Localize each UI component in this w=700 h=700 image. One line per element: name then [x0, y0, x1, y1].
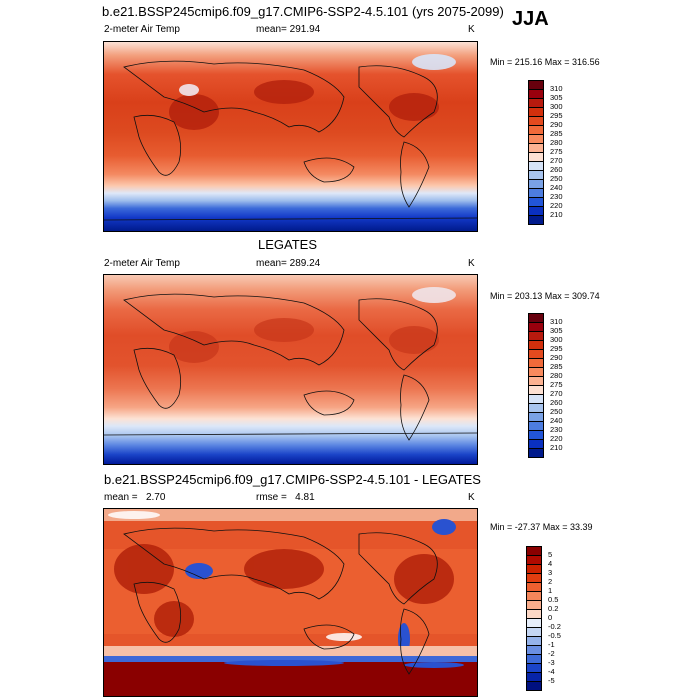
colorbar-tick-label: 250 [550, 407, 563, 416]
colorbar-tick-label: -2 [548, 649, 555, 658]
panel3-rmse: rmse = 4.81 [256, 492, 315, 503]
colorbar-tick-label: 220 [550, 201, 563, 210]
colorbar-tick-label: 295 [550, 344, 563, 353]
panel1-mean: mean= 291.94 [256, 24, 321, 35]
panel2-mean: mean= 289.24 [256, 258, 321, 269]
colorbar-tick-label: 3 [548, 568, 553, 577]
colorbar-swatch [526, 681, 542, 691]
colorbar-tick-label: 275 [550, 380, 563, 389]
colorbar-tick-label: 300 [550, 335, 563, 344]
colorbar-tick-label: 0.5 [548, 595, 559, 604]
colorbar-tick-label: 5 [548, 550, 553, 559]
colorbar-tick-label: 285 [550, 129, 563, 138]
colorbar-tick-label: 270 [550, 389, 563, 398]
panel2-title: LEGATES [258, 237, 318, 252]
colorbar-tick-label: 270 [550, 156, 563, 165]
season-label: JJA [512, 8, 549, 30]
panel3-mean: mean = 2.70 [104, 492, 166, 503]
panel1-map [103, 41, 478, 232]
colorbar-tick-label: 240 [550, 416, 563, 425]
panel2-minmax: Min = 203.13 Max = 309.74 [490, 291, 600, 301]
panel1-variable: 2-meter Air Temp [104, 24, 180, 35]
figure-title: b.e21.BSSP245cmip6.f09_g17.CMIP6-SSP2-4.… [102, 4, 504, 19]
colorbar-tick-label: 4 [548, 559, 553, 568]
colorbar-tick-label: 240 [550, 183, 563, 192]
colorbar-tick-label: 310 [550, 84, 563, 93]
colorbar-tick-label: 280 [550, 138, 563, 147]
panel1-units: K [468, 24, 475, 35]
colorbar-tick-label: -3 [548, 658, 555, 667]
colorbar-tick-label: 0 [548, 613, 553, 622]
panel1-minmax: Min = 215.16 Max = 316.56 [490, 57, 600, 67]
colorbar-tick-label: 295 [550, 111, 563, 120]
colorbar-tick-label: 275 [550, 147, 563, 156]
colorbar-tick-label: 300 [550, 102, 563, 111]
panel3-minmax: Min = -27.37 Max = 33.39 [490, 522, 593, 532]
colorbar-tick-label: 210 [550, 443, 563, 452]
panel3-units: K [468, 492, 475, 503]
panel2-variable: 2-meter Air Temp [104, 258, 180, 269]
colorbar-tick-label: 1 [548, 586, 553, 595]
colorbar-tick-label: 285 [550, 362, 563, 371]
colorbar-tick-label: 305 [550, 326, 563, 335]
colorbar-tick-label: 280 [550, 371, 563, 380]
panel2-map [103, 274, 478, 465]
colorbar-tick-label: 260 [550, 165, 563, 174]
colorbar-tick-label: 290 [550, 120, 563, 129]
panel2-units: K [468, 258, 475, 269]
colorbar-tick-label: -0.2 [548, 622, 561, 631]
colorbar-tick-label: 250 [550, 174, 563, 183]
colorbar-swatch [528, 448, 544, 458]
colorbar-tick-label: 0.2 [548, 604, 559, 613]
colorbar-tick-label: -1 [548, 640, 555, 649]
colorbar-tick-label: 310 [550, 317, 563, 326]
colorbar-tick-label: 305 [550, 93, 563, 102]
colorbar-tick-label: -0.5 [548, 631, 561, 640]
colorbar-tick-label: 260 [550, 398, 563, 407]
colorbar-tick-label: 230 [550, 192, 563, 201]
colorbar-tick-label: 2 [548, 577, 553, 586]
panel3-map [103, 508, 478, 697]
colorbar-tick-label: -5 [548, 676, 555, 685]
colorbar-tick-label: -4 [548, 667, 555, 676]
colorbar-tick-label: 210 [550, 210, 563, 219]
colorbar-swatch [528, 215, 544, 225]
colorbar-tick-label: 220 [550, 434, 563, 443]
panel3-title: b.e21.BSSP245cmip6.f09_g17.CMIP6-SSP2-4.… [104, 472, 481, 487]
colorbar-tick-label: 290 [550, 353, 563, 362]
colorbar-tick-label: 230 [550, 425, 563, 434]
